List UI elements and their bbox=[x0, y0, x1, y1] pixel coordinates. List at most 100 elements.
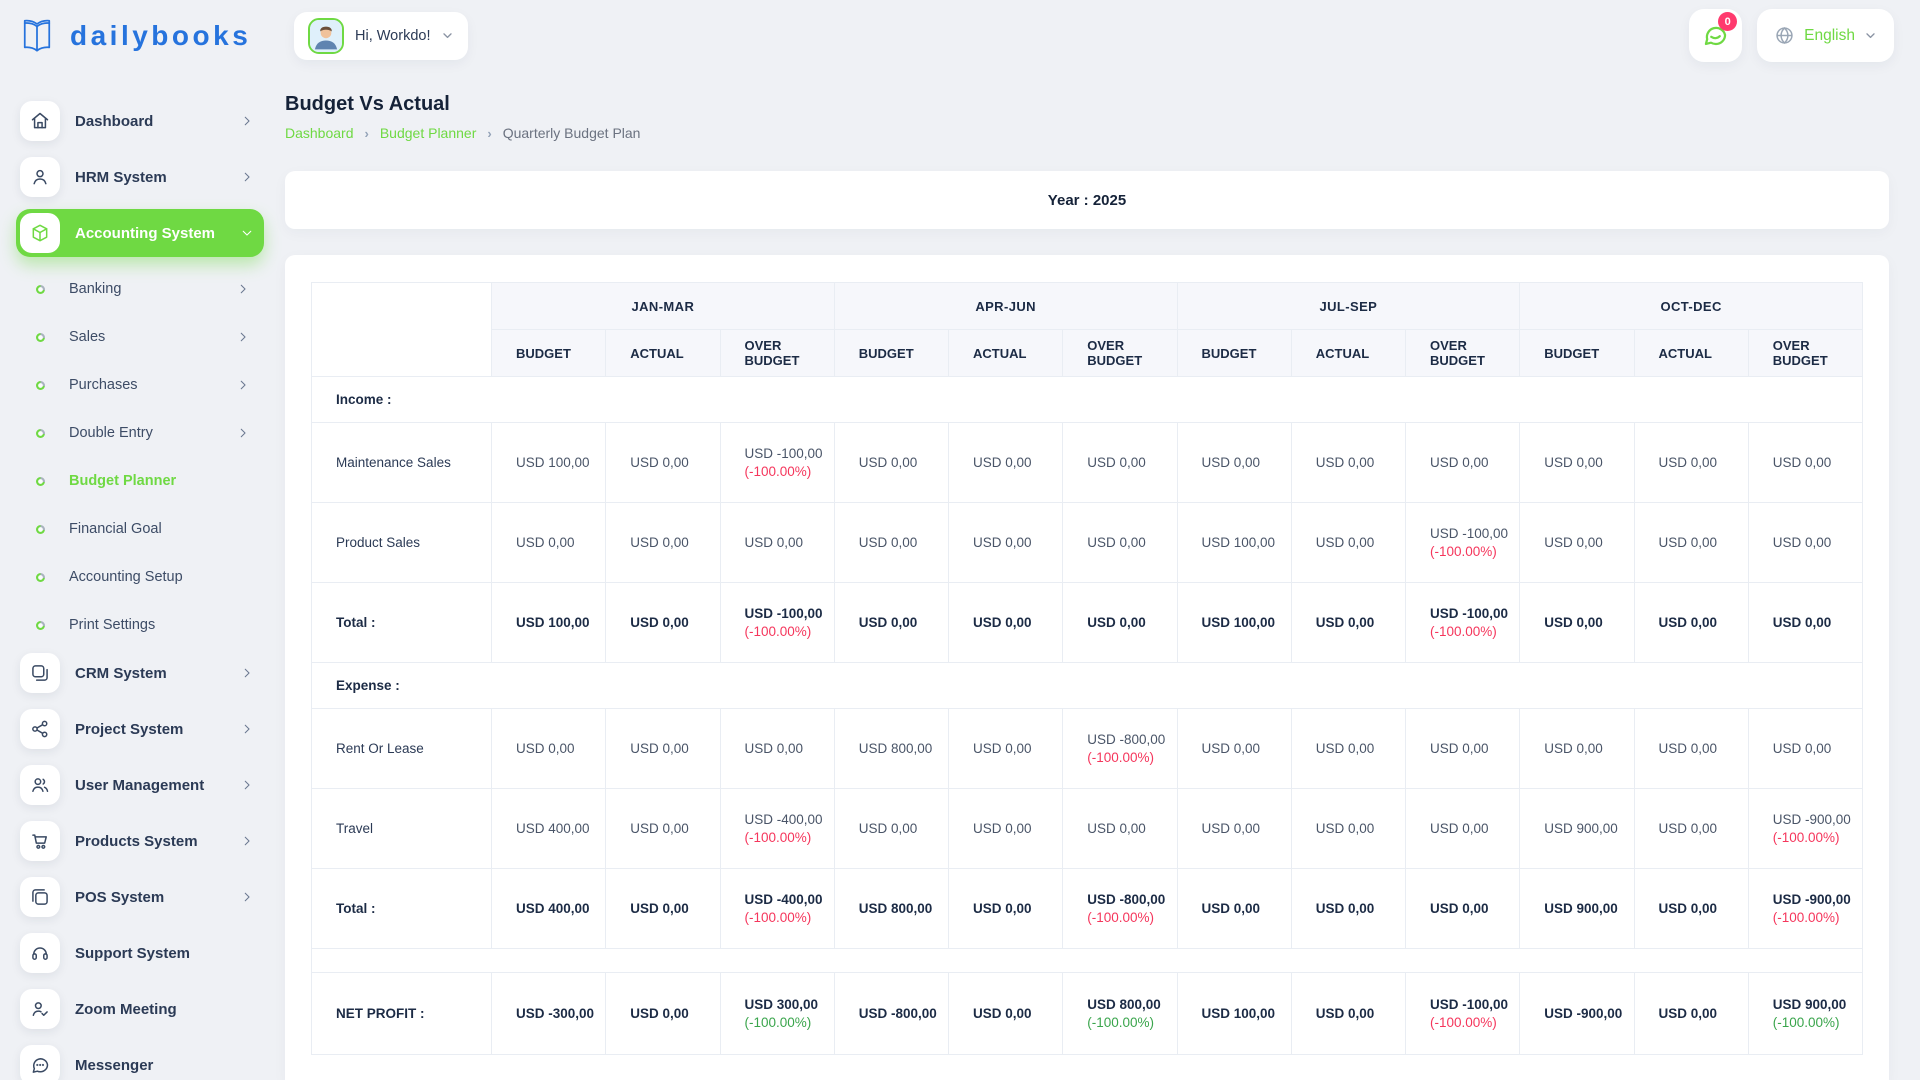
amount-cell: USD 0,00 bbox=[719, 708, 835, 789]
amount-cell: USD 0,00 bbox=[1062, 788, 1178, 869]
amount-cell: USD -100,00 (-100.00%) bbox=[719, 422, 835, 503]
amount-cell: USD 100,00 bbox=[1176, 972, 1292, 1055]
amount-cell: USD 0,00 bbox=[605, 868, 721, 949]
sidebar-item-user-management[interactable]: User Management bbox=[16, 761, 264, 809]
notification-badge: 0 bbox=[1718, 12, 1738, 31]
language-selector[interactable]: English bbox=[1757, 9, 1894, 62]
sidebar-item-label: Project System bbox=[75, 720, 184, 738]
chevron-right-icon bbox=[236, 282, 250, 296]
row-label: Product Sales bbox=[311, 502, 492, 583]
chevron-right-icon bbox=[240, 666, 254, 680]
pos-icon bbox=[20, 877, 60, 917]
column-header: ACTUAL bbox=[1633, 329, 1749, 377]
sidebar-item-support-system[interactable]: Support System bbox=[16, 929, 264, 977]
chevron-right-icon bbox=[236, 426, 250, 440]
sidebar-item-budget-planner[interactable]: Budget Planner bbox=[16, 457, 264, 505]
chevron-down-icon bbox=[441, 29, 454, 42]
amount-cell: USD 0,00 bbox=[1747, 502, 1864, 583]
amount-cell: USD 0,00 bbox=[947, 422, 1064, 503]
amount-cell: USD -800,00 bbox=[833, 972, 950, 1055]
amount-cell: USD 0,00 bbox=[1290, 868, 1407, 949]
sidebar-item-print-settings[interactable]: Print Settings bbox=[16, 601, 264, 649]
table-row: Product Sales USD 0,00 USD 0,00 USD 0,00 USD… bbox=[311, 502, 1864, 583]
amount-cell: USD 0,00 bbox=[1176, 868, 1292, 949]
quarter-header: JAN-MAR bbox=[491, 282, 835, 330]
brand-logo[interactable]: dailybooks bbox=[0, 15, 282, 57]
amount-cell: USD 0,00 bbox=[1404, 422, 1521, 503]
amount-cell: USD -100,00 (-100.00%) bbox=[1404, 502, 1521, 583]
chevron-right-icon bbox=[240, 170, 254, 184]
bullet-icon bbox=[36, 620, 45, 630]
amount-cell: USD 0,00 bbox=[1633, 502, 1749, 583]
amount-cell: USD 0,00 bbox=[1633, 868, 1749, 949]
amount-cell: USD 0,00 bbox=[605, 502, 721, 583]
breadcrumb-separator: › bbox=[487, 125, 492, 141]
column-header: OVER BUDGET bbox=[719, 329, 835, 377]
amount-cell: USD 0,00 bbox=[833, 582, 950, 663]
amount-cell: USD 0,00 bbox=[947, 868, 1064, 949]
sidebar-item-products-system[interactable]: Products System bbox=[16, 817, 264, 865]
amount-cell: USD 0,00 bbox=[1747, 708, 1864, 789]
percent-value: (-100.00%) bbox=[1087, 1015, 1155, 1030]
amount-cell: USD 0,00 bbox=[490, 708, 607, 789]
sidebar-item-banking[interactable]: Banking bbox=[16, 265, 264, 313]
amount-cell: USD 100,00 bbox=[1176, 502, 1292, 583]
breadcrumb-link-dashboard[interactable]: Dashboard bbox=[285, 125, 354, 141]
column-header: OVER BUDGET bbox=[1747, 329, 1864, 377]
logo-icon bbox=[16, 15, 58, 57]
sidebar-item-hrm-system[interactable]: HRM System bbox=[16, 153, 264, 201]
chevron-right-icon bbox=[236, 330, 250, 344]
amount-cell: USD 0,00 bbox=[1290, 708, 1407, 789]
amount-cell: USD 0,00 bbox=[833, 422, 950, 503]
bullet-icon bbox=[36, 380, 45, 390]
sidebar-item-purchases[interactable]: Purchases bbox=[16, 361, 264, 409]
sidebar-item-crm-system[interactable]: CRM System bbox=[16, 649, 264, 697]
table-row: Maintenance Sales USD 100,00 USD 0,00 USD -… bbox=[311, 422, 1864, 503]
sidebar-item-accounting-setup[interactable]: Accounting Setup bbox=[16, 553, 264, 601]
amount-cell: USD 0,00 bbox=[1290, 502, 1407, 583]
amount-cell: USD -100,00 (-100.00%) bbox=[1404, 582, 1521, 663]
amount-cell: USD 300,00 (-100.00%) bbox=[719, 972, 835, 1055]
row-label: Maintenance Sales bbox=[311, 422, 492, 503]
amount-cell: USD 0,00 bbox=[1747, 422, 1864, 503]
amount-cell: USD 800,00 bbox=[833, 708, 950, 789]
amount-cell: USD 0,00 bbox=[1404, 788, 1521, 869]
amount-cell: USD -100,00 (-100.00%) bbox=[1404, 972, 1521, 1055]
column-header: ACTUAL bbox=[947, 329, 1064, 377]
amount-cell: USD 0,00 bbox=[1633, 422, 1749, 503]
amount-cell: USD 900,00 (-100.00%) bbox=[1747, 972, 1864, 1055]
bullet-icon bbox=[36, 428, 45, 438]
column-header: BUDGET bbox=[1176, 329, 1292, 377]
amount-cell: USD 0,00 bbox=[1519, 502, 1635, 583]
user-menu[interactable]: Hi, Workdo! bbox=[294, 11, 469, 60]
amount-cell: USD -900,00 (-100.00%) bbox=[1747, 868, 1864, 949]
sidebar-item-zoom-meeting[interactable]: Zoom Meeting bbox=[16, 985, 264, 1033]
table-row: Rent Or Lease USD 0,00 USD 0,00 USD 0,00 USD… bbox=[311, 708, 1864, 789]
amount-cell: USD 0,00 bbox=[833, 788, 950, 869]
sidebar-item-financial-goal[interactable]: Financial Goal bbox=[16, 505, 264, 553]
sidebar-item-dashboard[interactable]: Dashboard bbox=[16, 97, 264, 145]
row-label: Total : bbox=[311, 868, 492, 949]
sidebar-item-pos-system[interactable]: POS System bbox=[16, 873, 264, 921]
sidebar-item-accounting-system[interactable]: Accounting System bbox=[16, 209, 264, 257]
bullet-icon bbox=[36, 476, 45, 486]
sidebar-item-messenger[interactable]: Messenger bbox=[16, 1041, 264, 1080]
sidebar-item-label: Zoom Meeting bbox=[75, 1000, 177, 1018]
amount-cell: USD 0,00 bbox=[947, 502, 1064, 583]
sidebar-item-project-system[interactable]: Project System bbox=[16, 705, 264, 753]
section-row: Expense : bbox=[311, 662, 1863, 709]
amount-cell: USD 0,00 bbox=[1062, 582, 1178, 663]
sidebar-item-double-entry[interactable]: Double Entry bbox=[16, 409, 264, 457]
sidebar-item-sales[interactable]: Sales bbox=[16, 313, 264, 361]
sidebar-item-label: Support System bbox=[75, 944, 191, 962]
amount-cell: USD 0,00 bbox=[1290, 788, 1407, 869]
budget-table: JAN-MAR APR-JUN JUL-SEP OCT-DEC BUDGET ACTUAL… bbox=[311, 282, 1864, 1055]
chevron-right-icon bbox=[240, 778, 254, 792]
amount-cell: USD 0,00 bbox=[947, 788, 1064, 869]
messages-button[interactable]: 0 bbox=[1689, 9, 1743, 62]
breadcrumb-link-budget-planner[interactable]: Budget Planner bbox=[379, 125, 477, 141]
percent-value: (-100.00%) bbox=[1772, 910, 1840, 925]
amount-cell: USD 0,00 bbox=[947, 972, 1064, 1055]
amount-cell: USD 0,00 bbox=[1290, 582, 1407, 663]
column-header: OVER BUDGET bbox=[1404, 329, 1521, 377]
